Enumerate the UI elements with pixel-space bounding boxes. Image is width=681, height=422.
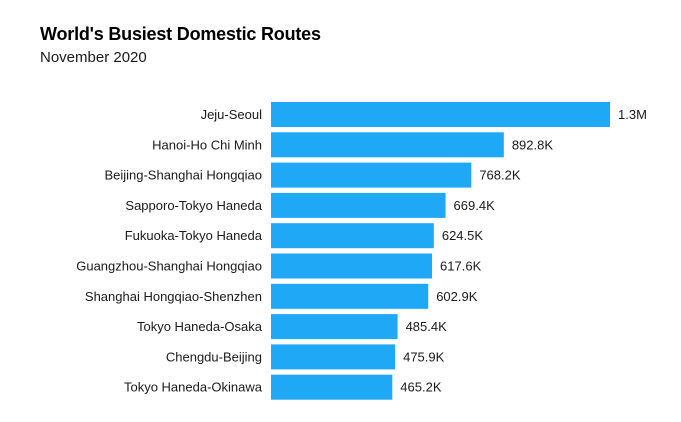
value-label: 624.5K xyxy=(442,228,484,243)
bar xyxy=(271,314,398,340)
value-label: 602.9K xyxy=(436,289,478,304)
chart-title: World's Busiest Domestic Routes xyxy=(40,24,321,44)
category-label: Chengdu-Beijing xyxy=(166,349,262,364)
category-label: Sapporo-Tokyo Haneda xyxy=(125,198,262,213)
bar xyxy=(271,192,446,218)
category-label: Jeju-Seoul xyxy=(201,107,263,122)
category-label: Guangzhou-Shanghai Hongqiao xyxy=(76,259,262,274)
value-label: 892.8K xyxy=(512,137,554,152)
value-label: 669.4K xyxy=(454,198,496,213)
bar xyxy=(271,344,396,370)
category-label: Beijing-Shanghai Hongqiao xyxy=(104,168,262,183)
category-label: Tokyo Haneda-Osaka xyxy=(137,319,263,334)
bar xyxy=(271,283,429,309)
category-label: Tokyo Haneda-Okinawa xyxy=(124,380,263,395)
category-label: Hanoi-Ho Chi Minh xyxy=(152,137,262,152)
category-label: Fukuoka-Tokyo Haneda xyxy=(125,228,263,243)
bar xyxy=(271,132,504,158)
value-label: 1.3M xyxy=(618,107,647,122)
value-label: 617.6K xyxy=(440,259,482,274)
value-label: 475.9K xyxy=(403,349,445,364)
bar xyxy=(271,223,434,249)
bar xyxy=(271,253,433,279)
value-label: 465.2K xyxy=(400,380,442,395)
value-label: 768.2K xyxy=(479,168,521,183)
category-label: Shanghai Hongqiao-Shenzhen xyxy=(85,289,262,304)
value-label: 485.4K xyxy=(406,319,448,334)
bar xyxy=(271,374,393,400)
bar xyxy=(271,102,610,127)
chart-subtitle: November 2020 xyxy=(40,49,147,66)
bar xyxy=(271,162,472,188)
